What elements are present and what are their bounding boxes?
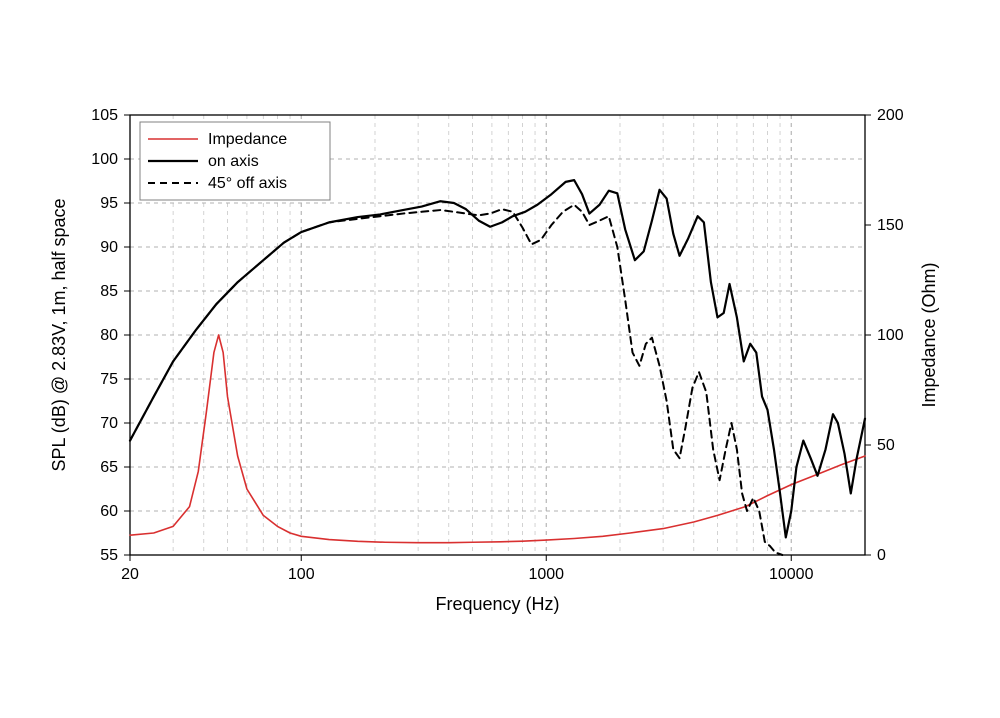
svg-text:100: 100	[288, 566, 315, 583]
svg-text:20: 20	[121, 566, 139, 583]
svg-text:150: 150	[877, 217, 904, 234]
svg-text:200: 200	[877, 107, 904, 124]
svg-text:55: 55	[100, 547, 118, 564]
svg-text:45° off axis: 45° off axis	[208, 175, 287, 192]
frequency-response-chart: 20100100010000Frequency (Hz)556065707580…	[0, 0, 1000, 718]
svg-text:50: 50	[877, 437, 895, 454]
svg-text:10000: 10000	[769, 566, 814, 583]
svg-text:60: 60	[100, 503, 118, 520]
svg-text:65: 65	[100, 459, 118, 476]
svg-text:SPL (dB) @ 2.83V, 1m, half spa: SPL (dB) @ 2.83V, 1m, half space	[49, 198, 69, 471]
svg-text:Impedance (Ohm): Impedance (Ohm)	[919, 262, 939, 407]
svg-text:105: 105	[91, 107, 118, 124]
svg-text:80: 80	[100, 327, 118, 344]
svg-text:100: 100	[877, 327, 904, 344]
svg-text:Frequency (Hz): Frequency (Hz)	[435, 594, 559, 614]
svg-text:95: 95	[100, 195, 118, 212]
svg-text:75: 75	[100, 371, 118, 388]
svg-text:0: 0	[877, 547, 886, 564]
svg-text:100: 100	[91, 151, 118, 168]
svg-text:90: 90	[100, 239, 118, 256]
svg-text:on axis: on axis	[208, 153, 259, 170]
svg-text:Impedance: Impedance	[208, 131, 287, 148]
svg-text:1000: 1000	[528, 566, 564, 583]
svg-text:70: 70	[100, 415, 118, 432]
chart-svg: 20100100010000Frequency (Hz)556065707580…	[0, 0, 1000, 718]
svg-text:85: 85	[100, 283, 118, 300]
